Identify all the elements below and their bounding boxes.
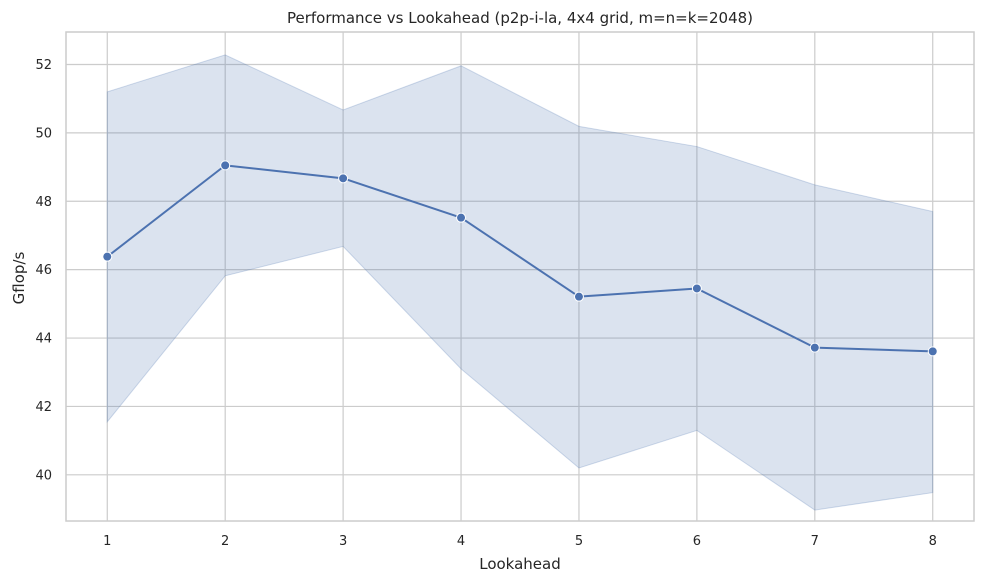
data-point [456,212,467,223]
confidence-band-layer [106,54,934,511]
data-point [102,251,113,262]
x-tick-label: 4 [457,534,465,549]
x-tick-label: 7 [811,534,819,549]
data-points [102,160,938,357]
y-tick-label: 50 [35,126,52,141]
y-tick-label: 40 [35,468,52,483]
series-line-layer [106,164,933,353]
x-tick-label: 2 [221,534,229,549]
x-tick-label: 5 [575,534,583,549]
data-point [809,342,820,353]
y-axis-label: Gflop/s [10,251,28,304]
y-tick-label: 52 [35,58,52,73]
confidence-band [106,54,934,511]
data-point [691,283,702,294]
x-tick-label: 3 [339,534,347,549]
x-tick-label: 1 [103,534,111,549]
x-tick-label: 6 [693,534,701,549]
series-line [106,164,933,353]
data-point [573,291,584,302]
y-gridlines [66,63,974,476]
data-point [927,346,938,357]
y-tick-label: 48 [35,195,52,210]
y-tick-label: 46 [35,263,52,278]
axes-frame [65,31,975,522]
chart-title: Performance vs Lookahead (p2p-i-la, 4x4 … [287,9,753,27]
data-point [220,160,231,171]
y-tick-label: 42 [35,400,52,415]
x-tick-labels: 1 2 3 4 5 6 7 8 [103,534,937,549]
x-axis-label: Lookahead [479,555,561,573]
y-tick-label: 44 [35,332,52,347]
x-gridlines [106,32,934,521]
x-tick-label: 8 [929,534,937,549]
data-point [338,173,349,184]
plot-frame [65,31,975,522]
y-tick-labels: 40 42 44 46 48 50 52 [35,58,52,483]
